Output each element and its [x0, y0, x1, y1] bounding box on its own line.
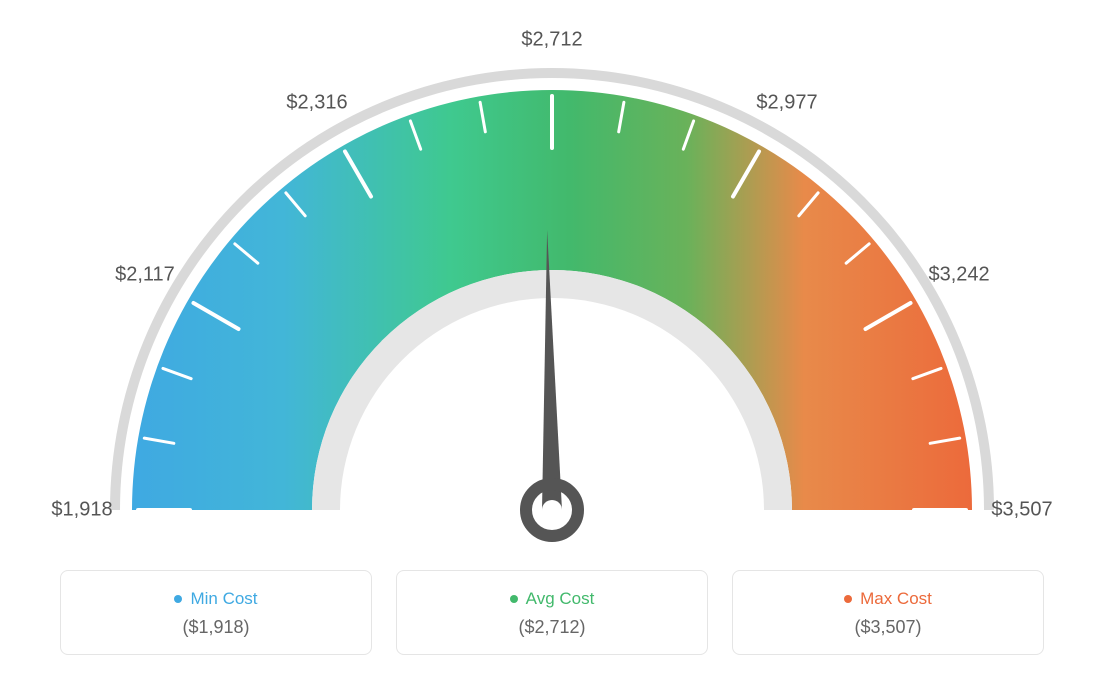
min-cost-label: Min Cost: [190, 589, 257, 609]
dot-icon: [510, 595, 518, 603]
gauge-tick-label: $1,918: [51, 499, 112, 522]
dot-icon: [844, 595, 852, 603]
gauge-chart: $1,918 $2,117 $2,316 $2,712 $2,977 $3,242 $3,5…: [0, 0, 1104, 560]
avg-cost-card: Avg Cost ($2,712): [396, 570, 708, 655]
avg-cost-value: ($2,712): [409, 617, 695, 638]
dot-icon: [174, 595, 182, 603]
gauge-tick-label: $3,242: [928, 264, 989, 287]
gauge-tick-label: $2,117: [115, 264, 175, 287]
avg-cost-label: Avg Cost: [526, 589, 595, 609]
max-cost-title: Max Cost: [844, 589, 932, 609]
min-cost-value: ($1,918): [73, 617, 359, 638]
gauge-tick-label: $2,712: [521, 29, 582, 52]
max-cost-card: Max Cost ($3,507): [732, 570, 1044, 655]
gauge-tick-label: $2,316: [286, 91, 347, 114]
gauge-tick-label: $2,977: [756, 91, 817, 114]
min-cost-title: Min Cost: [174, 589, 257, 609]
gauge-tick-label: $3,507: [991, 499, 1052, 522]
avg-cost-title: Avg Cost: [510, 589, 595, 609]
max-cost-label: Max Cost: [860, 589, 932, 609]
min-cost-card: Min Cost ($1,918): [60, 570, 372, 655]
cost-summary-cards: Min Cost ($1,918) Avg Cost ($2,712) Max …: [0, 570, 1104, 655]
max-cost-value: ($3,507): [745, 617, 1031, 638]
